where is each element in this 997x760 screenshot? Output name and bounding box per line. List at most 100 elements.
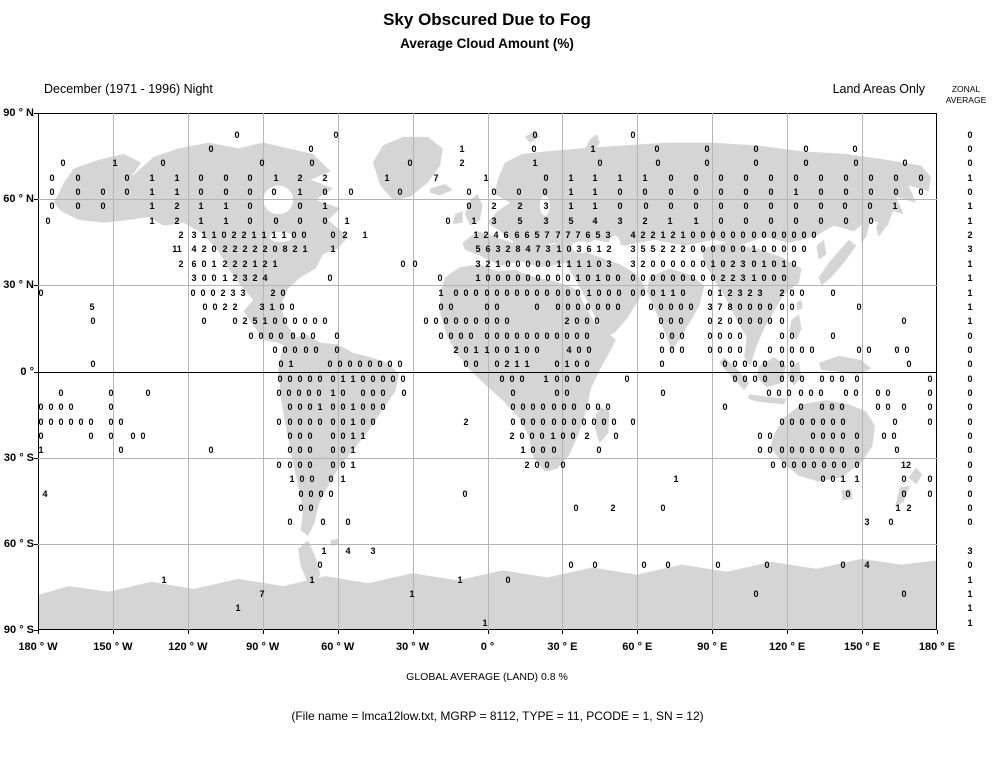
grid-cell-value: 0	[340, 459, 346, 470]
grid-cell-value: 0	[801, 230, 807, 241]
grid-cell-value: 3	[230, 287, 236, 298]
lon-tick	[337, 630, 339, 634]
grid-cell-value: 7	[717, 301, 723, 312]
grid-cell-value: 0	[561, 402, 567, 413]
grid-cell-value: 5	[568, 215, 574, 226]
grid-cell-value: 0	[669, 330, 675, 341]
grid-cell-value: 0	[347, 359, 353, 370]
grid-cell-value: 1	[344, 215, 350, 226]
grid-cell-value: 0	[803, 158, 809, 169]
grid-cell-value: 1	[340, 373, 346, 384]
grid-cell-value: 7	[544, 230, 550, 241]
zonal-average-value: 1	[967, 287, 973, 298]
grid-cell-value: 0	[223, 186, 229, 197]
grid-cell-value: 0	[766, 388, 772, 399]
grid-cell-value: 2	[262, 258, 268, 269]
grid-cell-value: 1	[854, 474, 860, 485]
grid-cell-value: 2	[322, 172, 328, 183]
grid-cell-value: 0	[791, 230, 797, 241]
grid-cell-value: 0	[519, 431, 525, 442]
grid-cell-value: 0	[829, 373, 835, 384]
grid-cell-value: 1	[340, 474, 346, 485]
lon-tick	[112, 630, 114, 634]
lon-axis-label: 90 ° W	[246, 641, 280, 653]
grid-cell-value: 0	[494, 316, 500, 327]
grid-cell-value: 0	[212, 301, 218, 312]
grid-cell-value: 1	[262, 316, 268, 327]
grid-cell-value: 0	[540, 416, 546, 427]
lon-axis-label: 0 °	[480, 641, 495, 653]
grid-cell-value: 2	[727, 287, 733, 298]
grid-cell-value: 3	[606, 258, 612, 269]
grid-cell-value: 6	[514, 230, 520, 241]
grid-cell-value: 0	[555, 287, 561, 298]
grid-cell-value: 0	[854, 445, 860, 456]
grid-cell-value: 0	[596, 287, 602, 298]
grid-cell-value: 0	[885, 388, 891, 399]
grid-cell-value: 1	[251, 230, 257, 241]
grid-cell-value: 1	[575, 273, 581, 284]
grid-cell-value: 0	[494, 287, 500, 298]
grid-cell-value: 1	[576, 258, 582, 269]
grid-cell-value: 0	[337, 359, 343, 370]
grid-cell-value: 0	[38, 431, 44, 442]
grid-cell-value: 0	[654, 143, 660, 154]
lon-axis-label: 120 ° W	[168, 641, 208, 653]
grid-cell-value: 0	[348, 186, 354, 197]
grid-cell-value: 1	[568, 186, 574, 197]
grid-cell-value: 1	[473, 344, 479, 355]
grid-cell-value: 1	[483, 172, 489, 183]
grid-cell-value: 0	[679, 344, 685, 355]
grid-cell-value: 0	[68, 416, 74, 427]
grid-cell-value: 0	[665, 560, 671, 571]
grid-cell-value: 0	[594, 316, 600, 327]
grid-cell-value: 0	[271, 186, 277, 197]
grid-cell-value: 0	[693, 186, 699, 197]
grid-cell-value: 0	[544, 459, 550, 470]
zonal-average-value: 1	[967, 273, 973, 284]
grid-cell-value: 0	[668, 186, 674, 197]
grid-cell-value: 0	[570, 431, 576, 442]
grid-cell-value: 0	[287, 431, 293, 442]
grid-cell-value: 0	[58, 416, 64, 427]
latitude-gridline	[38, 199, 937, 201]
grid-cell-value: 0	[768, 215, 774, 226]
zonal-average-value: 1	[967, 201, 973, 212]
grid-cell-value: 0	[810, 431, 816, 442]
grid-cell-value: 2	[906, 502, 912, 513]
grid-cell-value: 0	[659, 359, 665, 370]
grid-cell-value: 0	[108, 431, 114, 442]
grid-cell-value: 0	[818, 388, 824, 399]
grid-cell-value: 0	[789, 330, 795, 341]
grid-cell-value: 1	[198, 201, 204, 212]
grid-cell-value: 0	[574, 330, 580, 341]
grid-cell-value: 0	[292, 316, 298, 327]
grid-cell-value: 0	[278, 359, 284, 370]
grid-cell-value: 0	[793, 201, 799, 212]
grid-cell-value: 3	[630, 258, 636, 269]
grid-cell-value: 0	[718, 201, 724, 212]
grid-cell-value: 2	[178, 230, 184, 241]
grid-cell-value: 0	[208, 143, 214, 154]
grid-cell-value: 2	[231, 230, 237, 241]
grid-cell-value: 0	[211, 273, 217, 284]
grid-cell-value: 0	[811, 230, 817, 241]
grid-cell-value: 0	[370, 373, 376, 384]
grid-cell-value: 0	[345, 517, 351, 528]
grid-cell-value: 0	[308, 488, 314, 499]
grid-cell-value: 0	[317, 560, 323, 571]
grid-cell-value: 0	[743, 201, 749, 212]
grid-cell-value: 0	[291, 230, 297, 241]
grid-cell-value: 0	[740, 244, 746, 255]
grid-cell-value: 0	[743, 215, 749, 226]
grid-cell-value: 0	[124, 186, 130, 197]
grid-cell-value: 2	[747, 287, 753, 298]
grid-cell-value: 0	[893, 186, 899, 197]
grid-cell-value: 0	[854, 431, 860, 442]
grid-cell-value: 0	[700, 273, 706, 284]
grid-cell-value: 5	[517, 215, 523, 226]
grid-cell-value: 0	[247, 186, 253, 197]
grid-cell-value: 0	[108, 416, 114, 427]
grid-cell-value: 2	[584, 431, 590, 442]
